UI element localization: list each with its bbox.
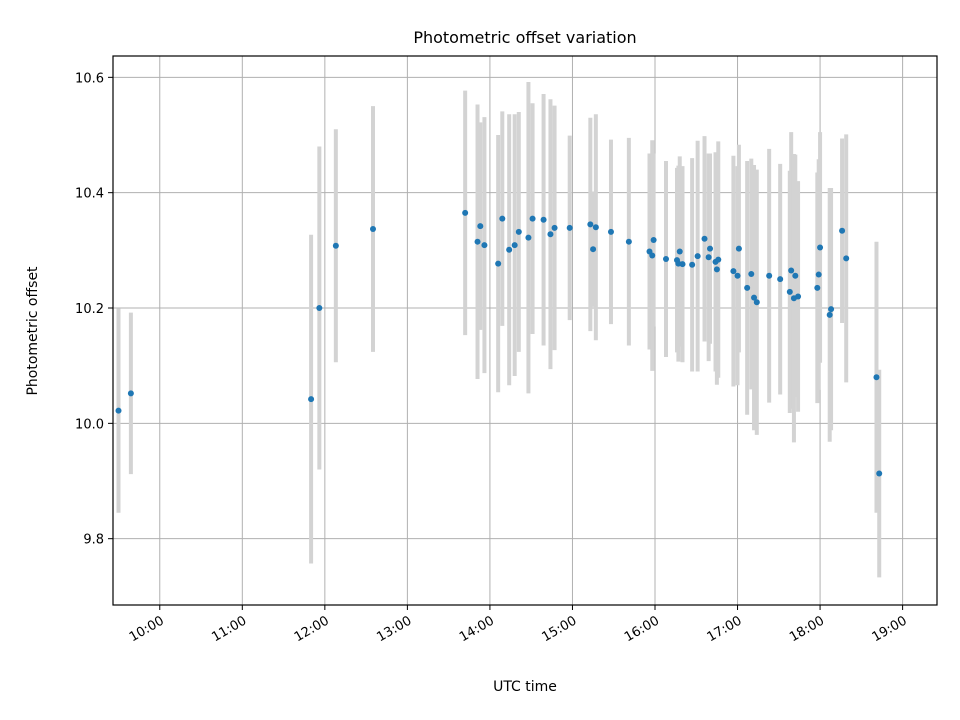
- data-point: [786, 288, 793, 295]
- data-point: [701, 235, 708, 242]
- data-point: [766, 272, 773, 279]
- x-tick-label: 18:00: [787, 613, 827, 645]
- data-point: [815, 271, 822, 278]
- data-point: [679, 261, 686, 268]
- data-point: [735, 245, 742, 252]
- data-point: [566, 224, 573, 231]
- x-tick-label: 12:00: [292, 613, 332, 645]
- data-point: [676, 248, 683, 255]
- data-point: [707, 245, 714, 252]
- data-point: [788, 267, 795, 274]
- x-tick-label: 11:00: [209, 613, 249, 645]
- chart-title: Photometric offset variation: [413, 28, 636, 47]
- y-axis-ticks: 9.8 10.0 10.2 10.4 10.6: [75, 71, 113, 548]
- data-point: [649, 252, 656, 259]
- y-tick-label: 10.0: [75, 417, 104, 432]
- data-point: [873, 374, 880, 381]
- data-point: [316, 305, 323, 312]
- data-point: [828, 306, 835, 313]
- data-point: [694, 253, 701, 260]
- y-tick-label: 10.6: [75, 71, 104, 86]
- data-point: [663, 255, 670, 262]
- y-axis-label: Photometric offset: [25, 266, 41, 396]
- data-point: [843, 255, 850, 262]
- data-point: [308, 396, 315, 403]
- data-point: [817, 244, 824, 251]
- data-point: [744, 284, 751, 291]
- data-point: [369, 226, 376, 233]
- x-axis-ticks: 10:00 11:00 12:00 13:00 14:00 15:00 16:00 17:00…: [127, 605, 910, 645]
- data-point: [587, 221, 594, 228]
- data-point: [689, 261, 696, 268]
- x-tick-label: 13:00: [374, 613, 414, 645]
- data-point: [506, 246, 513, 253]
- data-point: [474, 238, 481, 245]
- data-point: [477, 223, 484, 230]
- data-point: [592, 224, 599, 231]
- data-point: [625, 238, 632, 245]
- data-point: [511, 242, 518, 249]
- data-point: [814, 284, 821, 291]
- data-point: [705, 254, 712, 261]
- x-tick-label: 17:00: [705, 613, 745, 645]
- data-point: [753, 299, 760, 306]
- data-point: [590, 246, 597, 253]
- data-point: [650, 236, 657, 243]
- data-point: [730, 268, 737, 275]
- x-tick-label: 16:00: [622, 613, 662, 645]
- data-point: [481, 242, 488, 249]
- data-point: [115, 407, 122, 414]
- data-point: [499, 215, 506, 222]
- data-point: [525, 234, 532, 241]
- data-point: [795, 293, 802, 300]
- data-point: [127, 390, 134, 397]
- data-point: [515, 228, 522, 235]
- x-tick-label: 15:00: [540, 613, 580, 645]
- data-point: [529, 215, 536, 222]
- data-point: [734, 272, 741, 279]
- y-tick-label: 9.8: [83, 533, 104, 548]
- x-tick-label: 14:00: [457, 613, 497, 645]
- data-point: [876, 470, 883, 477]
- error-bars: [116, 81, 882, 578]
- data-point: [332, 242, 339, 249]
- x-axis-label: UTC time: [493, 679, 557, 695]
- plot-frame: [112, 55, 938, 606]
- data-point: [792, 272, 799, 279]
- data-point: [547, 231, 554, 238]
- x-tick-label: 10:00: [127, 613, 167, 645]
- data-point: [777, 276, 784, 283]
- data-point: [607, 228, 614, 235]
- data-point: [540, 216, 547, 223]
- y-tick-label: 10.2: [75, 302, 104, 317]
- data-point: [462, 209, 469, 216]
- data-points: [115, 209, 883, 477]
- data-point: [751, 294, 758, 301]
- data-point: [551, 224, 558, 231]
- data-point: [713, 266, 720, 273]
- x-tick-label: 19:00: [870, 613, 910, 645]
- data-point: [715, 256, 722, 263]
- y-tick-label: 10.4: [75, 187, 104, 202]
- data-point: [495, 260, 502, 267]
- data-point: [826, 311, 833, 318]
- data-point: [748, 270, 755, 277]
- grid-lines: [113, 56, 937, 605]
- data-point: [839, 227, 846, 234]
